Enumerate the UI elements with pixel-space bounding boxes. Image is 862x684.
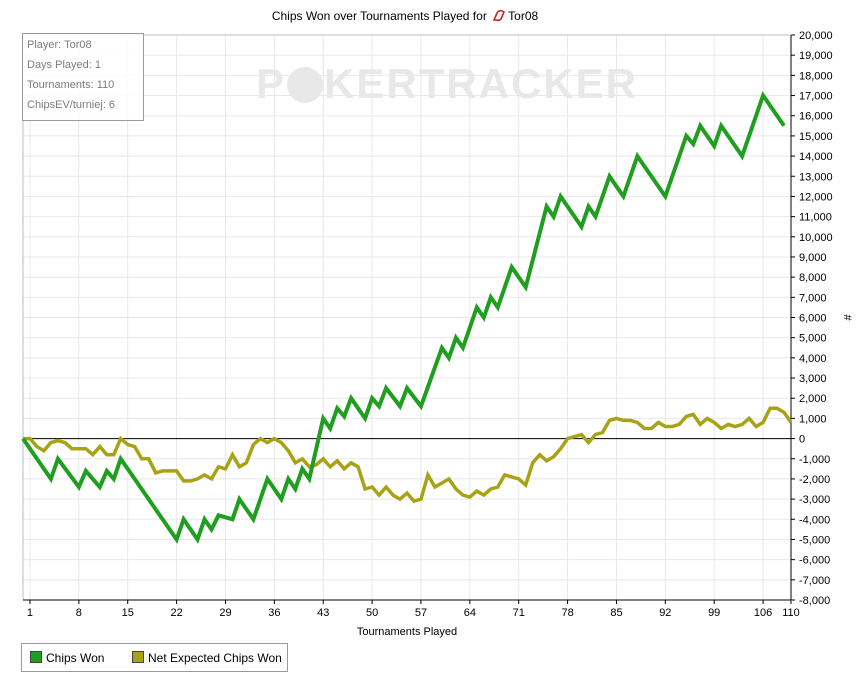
x-tick-label: 15	[122, 607, 134, 619]
y-tick-label: 12,000	[799, 191, 833, 203]
x-tick-label: 29	[219, 607, 231, 619]
y-tick-label: 19,000	[799, 50, 833, 62]
info-player: Player: Tor08	[27, 39, 92, 51]
player-info-box: Player: Tor08 Days Played: 1 Tournaments…	[22, 33, 144, 121]
y-tick-label: 17,000	[799, 91, 833, 103]
chart-title-text: Chips Won over Tournaments Played for	[271, 9, 487, 23]
legend-swatch-net-expected	[132, 651, 144, 663]
y-axis-label: #	[841, 314, 853, 321]
y-tick-label: -5,000	[799, 534, 830, 546]
y-tick-label: 1,000	[799, 413, 827, 425]
watermark: P KERTRACKER	[256, 60, 639, 107]
labels-layer: -8,000 -7,000 -6,000 -5,000 -4,000 -3,000 -2,0…	[27, 30, 853, 638]
y-tick-label: -6,000	[799, 555, 830, 567]
y-tick-label: 8,000	[799, 272, 827, 284]
x-tick-label: 92	[659, 607, 671, 619]
y-tick-label: 20,000	[799, 30, 833, 42]
series-chips-won-line	[21, 91, 786, 544]
y-tick-label: 18,000	[799, 70, 833, 82]
legend-item-chips-won[interactable]: Chips Won	[30, 651, 104, 665]
x-tick-label: 57	[415, 607, 427, 619]
y-tick-label: 0	[799, 434, 805, 446]
info-tournaments: Tournaments: 110	[27, 79, 115, 91]
x-axis-label: Tournaments Played	[357, 626, 457, 638]
x-tick-label: 8	[76, 607, 82, 619]
y-tick-label: 5,000	[799, 333, 827, 345]
x-tick-label: 1	[27, 607, 33, 619]
chip-logo-icon	[287, 67, 324, 103]
y-tick-label: 2,000	[799, 393, 827, 405]
y-tick-label: 13,000	[799, 171, 833, 183]
x-tick-label: 50	[366, 607, 378, 619]
y-tick-label: 9,000	[799, 252, 827, 264]
y-tick-label: -8,000	[799, 595, 830, 607]
chart-title-player: Tor08	[508, 9, 539, 23]
legend-label-chips-won: Chips Won	[46, 651, 105, 665]
y-tick-label: 4,000	[799, 353, 827, 365]
y-tick-label: -7,000	[799, 575, 830, 587]
y-tick-label: 16,000	[799, 111, 833, 123]
y-tick-label: 7,000	[799, 292, 827, 304]
legend-item-net-expected[interactable]: Net Expected Chips Won	[132, 651, 282, 665]
legend: Chips Won Net Expected Chips Won	[21, 643, 288, 672]
x-tick-label: 64	[464, 607, 476, 619]
y-tick-label: -3,000	[799, 494, 830, 506]
axes-layer	[22, 34, 795, 604]
series-net-expected-line	[23, 406, 793, 504]
series-layer	[21, 91, 793, 544]
x-tick-label: 43	[317, 607, 329, 619]
chart-title: Chips Won over Tournaments Played for To…	[0, 9, 810, 24]
info-days-played: Days Played: 1	[27, 59, 101, 71]
player-badge-icon	[492, 9, 506, 21]
y-tick-label: -4,000	[799, 514, 830, 526]
x-tick-label: 99	[708, 607, 720, 619]
y-tick-label: 14,000	[799, 151, 833, 163]
y-tick-label: 6,000	[799, 313, 827, 325]
legend-swatch-chips-won	[30, 651, 42, 663]
x-tick-label: 106	[754, 607, 772, 619]
y-tick-label: 15,000	[799, 131, 833, 143]
info-chipsev: ChipsEV/turniej: 6	[27, 99, 116, 111]
x-tick-label: 71	[513, 607, 525, 619]
y-tick-label: 10,000	[799, 232, 833, 244]
x-tick-label: 85	[610, 607, 622, 619]
x-tick-label: 36	[268, 607, 280, 619]
x-tick-label: 78	[561, 607, 573, 619]
x-tick-label: 22	[170, 607, 182, 619]
y-tick-label: -1,000	[799, 454, 830, 466]
legend-label-net-expected: Net Expected Chips Won	[148, 651, 282, 665]
y-tick-label: 11,000	[799, 212, 832, 224]
y-tick-label: 3,000	[799, 373, 827, 385]
y-tick-label: -2,000	[799, 474, 830, 486]
x-tick-label: 110	[782, 607, 800, 619]
